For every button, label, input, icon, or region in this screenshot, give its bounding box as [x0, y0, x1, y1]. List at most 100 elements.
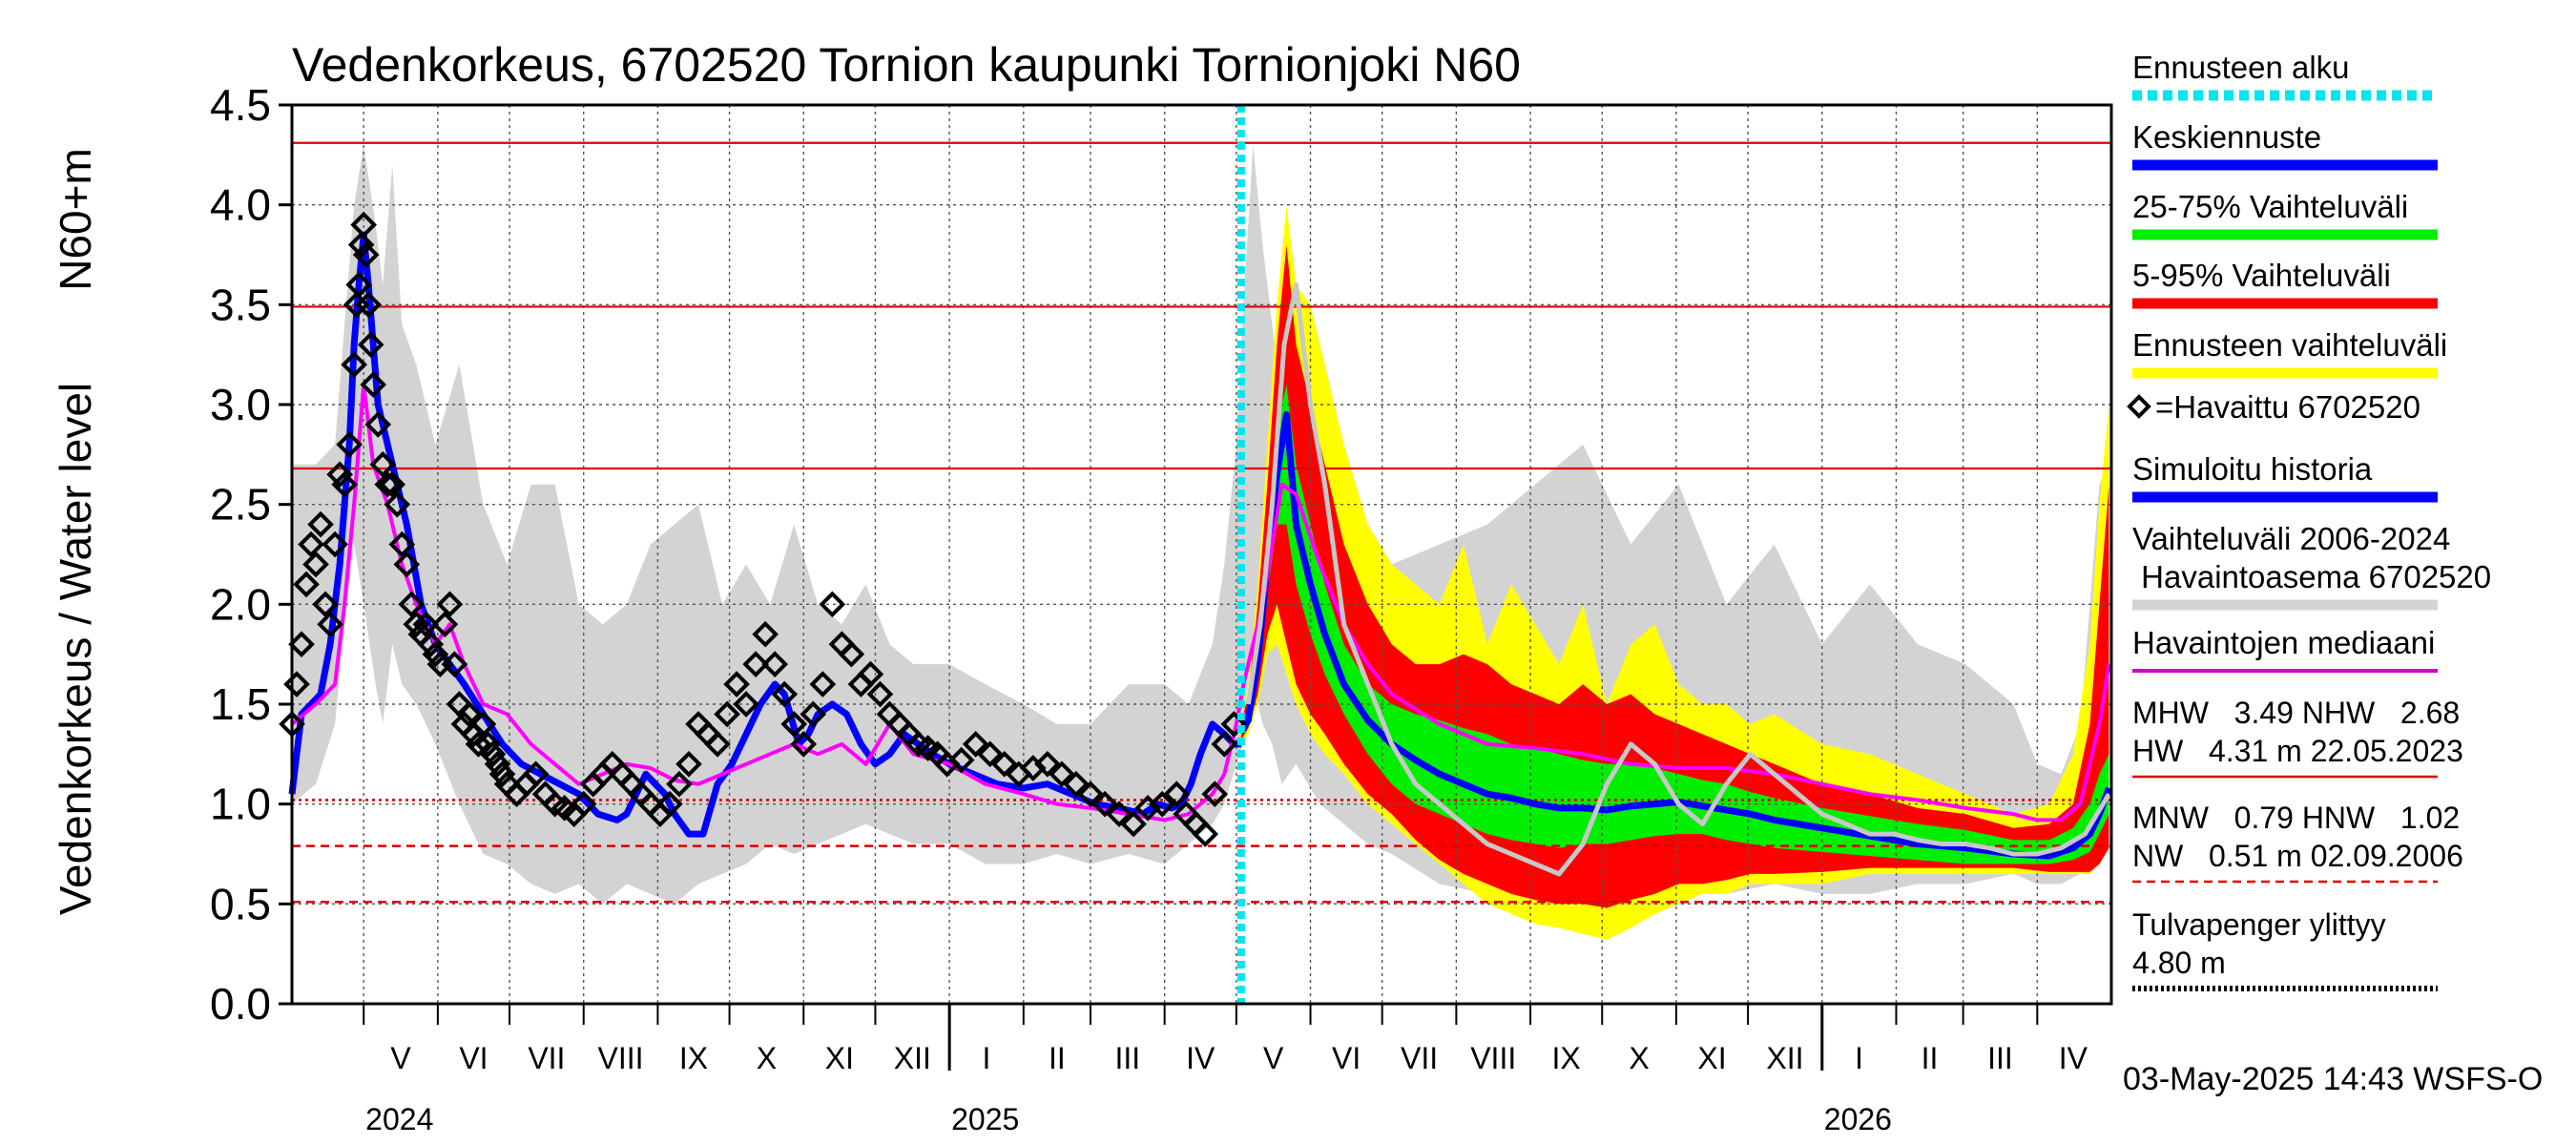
y-tick-label: 3.5 — [210, 280, 271, 329]
observed-point — [322, 531, 348, 558]
y-tick-label: 3.0 — [210, 380, 271, 429]
observed-point — [962, 731, 989, 758]
observed-point — [866, 680, 894, 708]
observed-point — [312, 591, 339, 618]
observed-point — [398, 591, 426, 618]
observed-point — [838, 640, 865, 668]
observed-point — [857, 660, 884, 688]
observed-point — [522, 760, 550, 788]
x-month-label: VI — [1332, 1041, 1361, 1075]
x-month-label: II — [1922, 1041, 1939, 1075]
observed-point — [666, 770, 693, 798]
observed-point — [1163, 781, 1191, 808]
x-month-label: IV — [2059, 1041, 2088, 1075]
observed-point — [742, 651, 769, 677]
observed-point — [761, 651, 789, 677]
observed-point — [469, 711, 497, 738]
observed-point — [360, 371, 387, 398]
observed-markers — [279, 211, 1248, 847]
observed-point — [990, 750, 1018, 778]
y-tick-label: 1.0 — [210, 780, 271, 829]
observed-point — [374, 470, 402, 498]
legend-stat-line1: MHW 3.49 NHW 2.68 — [2132, 696, 2460, 730]
observed-point — [1192, 821, 1219, 847]
x-month-label: IX — [679, 1041, 708, 1075]
legend: Ennusteen alku Keskiennuste 25-75% Vaihtel… — [2127, 50, 2491, 991]
x-year-label: 2025 — [951, 1102, 1019, 1136]
x-month-label: I — [1855, 1041, 1863, 1075]
observed-point — [484, 750, 511, 778]
chart-title: Vedenkorkeus, 6702520 Tornion kaupunki T… — [292, 38, 1521, 92]
observed-point — [704, 731, 731, 758]
observed-point — [947, 746, 975, 774]
observed-point — [288, 631, 315, 658]
x-month-label: V — [390, 1041, 411, 1075]
observed-point — [298, 531, 324, 558]
x-month-label: III — [1987, 1041, 2013, 1075]
legend-label-ennusteen-alku: Ennusteen alku — [2132, 50, 2350, 85]
legend-label-keskiennuste: Keskiennuste — [2132, 119, 2321, 155]
x-axis: V VI VII VIII IX X XI XII I II III IV V VI VII VIII IX X X… — [363, 1004, 2088, 1136]
observed-point — [1091, 790, 1118, 818]
observed-point — [412, 611, 440, 638]
observed-point — [384, 490, 411, 518]
y-axis: 0.0 0.5 1.0 1.5 2.0 2.5 3.0 3.5 4.0 4.5 — [210, 80, 292, 1029]
legend-stat-line2: 4.80 m — [2132, 946, 2226, 980]
footer-timestamp: 03-May-2025 14:43 WSFS-O — [2123, 1061, 2543, 1097]
observed-point — [345, 271, 372, 299]
x-month-label: III — [1114, 1041, 1140, 1075]
x-month-label: XI — [825, 1041, 854, 1075]
observed-point — [479, 740, 507, 768]
observed-point — [431, 611, 459, 638]
series-vaihteluv-li-mediaani-harmaa — [1245, 281, 2111, 877]
x-month-label: VIII — [1470, 1041, 1516, 1075]
x-month-label: X — [1629, 1041, 1649, 1075]
x-month-label: VIII — [598, 1041, 644, 1075]
x-month-label: XII — [894, 1041, 931, 1075]
legend-stat-line1: MNW 0.79 HNW 1.02 — [2132, 801, 2460, 835]
observed-point — [364, 411, 392, 438]
observed-point — [369, 450, 397, 478]
legend-stat-line1: Tulvapenger ylittyy — [2132, 907, 2386, 942]
y-axis-label: Vedenkorkeus / Water level — [51, 383, 100, 915]
x-month-label: I — [983, 1041, 991, 1075]
legend-label-vaihteluv-li-2006-2024: Vaihteluväli 2006-2024 — [2132, 521, 2450, 556]
x-month-label: VI — [459, 1041, 488, 1075]
legend-label-ennusteen-vaihteluv-li: Ennusteen vaihteluväli — [2132, 327, 2447, 363]
observed-point — [656, 790, 683, 818]
series-keskiennuste — [1237, 410, 2112, 860]
observed-point — [403, 611, 430, 638]
observed-point — [809, 671, 837, 697]
legend-label-simuloitu-historia: Simuloitu historia — [2132, 451, 2373, 487]
y-tick-label: 4.0 — [210, 180, 271, 230]
observed-point — [347, 231, 375, 259]
y-tick-label: 2.0 — [210, 579, 271, 629]
legend-swatch-observed — [2127, 394, 2151, 419]
y-tick-label: 0.0 — [210, 979, 271, 1029]
reference-lines — [292, 141, 2111, 904]
legend-stat-line2: HW 4.31 m 22.05.2023 — [2132, 734, 2463, 768]
observed-point — [1120, 810, 1147, 838]
y-tick-label: 2.5 — [210, 480, 271, 530]
observed-point — [1201, 781, 1229, 808]
observed-point — [417, 631, 445, 658]
x-month-label: II — [1049, 1041, 1066, 1075]
observed-point — [714, 700, 740, 728]
observed-point — [723, 671, 750, 697]
x-month-label: XII — [1766, 1041, 1803, 1075]
observed-point — [317, 611, 343, 638]
observed-point — [976, 740, 1004, 768]
observed-point — [341, 351, 367, 378]
observed-point — [1034, 750, 1061, 778]
observed-point — [436, 591, 464, 618]
x-month-label: VII — [1401, 1041, 1438, 1075]
observed-point — [488, 760, 516, 788]
observed-point — [307, 510, 334, 538]
x-month-label: IV — [1186, 1041, 1215, 1075]
observed-point — [780, 711, 808, 738]
series-havaintojen-mediaani — [290, 383, 2111, 822]
observed-point — [357, 331, 384, 359]
y-tick-label: 0.5 — [210, 879, 271, 928]
observed-point — [1106, 801, 1132, 827]
